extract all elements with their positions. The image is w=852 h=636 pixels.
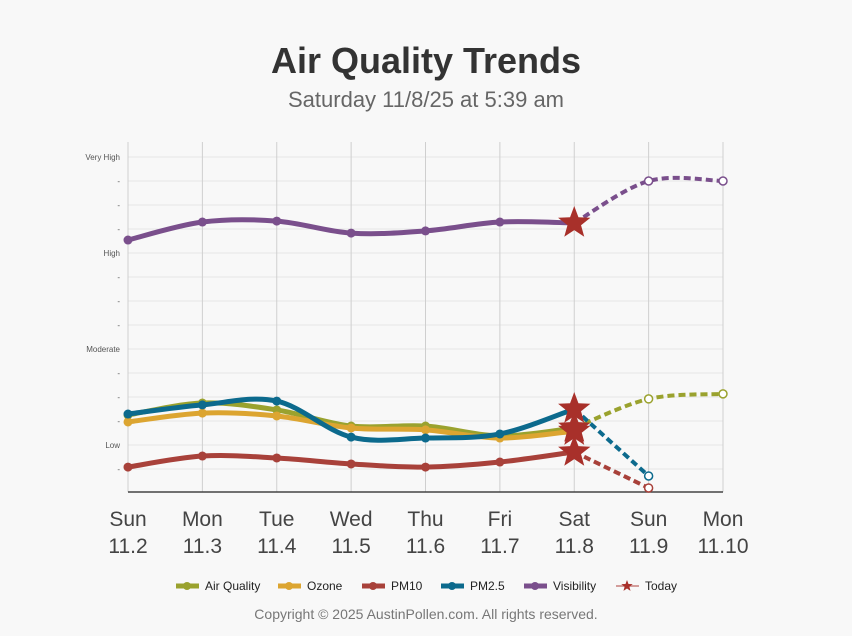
data-point bbox=[495, 457, 505, 467]
x-tick-label: Sun bbox=[109, 508, 146, 531]
data-point bbox=[123, 409, 133, 419]
x-tick-label: 11.7 bbox=[480, 535, 519, 558]
legend-marker bbox=[531, 582, 539, 590]
data-point bbox=[346, 228, 356, 238]
x-tick-label: Mon bbox=[703, 508, 744, 531]
x-tick-label: 11.6 bbox=[406, 535, 445, 558]
y-tick-label: - bbox=[117, 177, 120, 186]
data-point bbox=[197, 451, 207, 461]
today-star bbox=[558, 206, 591, 237]
x-tick-label: 11.2 bbox=[108, 535, 147, 558]
x-tick-label: Wed bbox=[330, 508, 373, 531]
forecast-point bbox=[718, 389, 728, 399]
data-point bbox=[272, 411, 282, 421]
legend-label: Ozone bbox=[307, 579, 343, 593]
data-point bbox=[123, 462, 133, 472]
forecast-point bbox=[718, 176, 728, 186]
data-point bbox=[197, 400, 207, 410]
data-point bbox=[123, 235, 133, 245]
data-point bbox=[123, 417, 133, 427]
y-tick-label: - bbox=[117, 297, 120, 306]
data-point bbox=[421, 433, 430, 443]
data-point bbox=[346, 423, 356, 433]
y-tick-label: High bbox=[104, 249, 120, 258]
page-subtitle: Saturday 11/8/25 at 5:39 am bbox=[288, 87, 564, 112]
x-tick-label: 11.3 bbox=[183, 535, 222, 558]
x-tick-label: Fri bbox=[488, 508, 513, 531]
y-tick-label: Moderate bbox=[86, 345, 120, 354]
forecast-point bbox=[643, 176, 654, 186]
x-tick-label: 11.10 bbox=[698, 535, 749, 558]
legend-star-icon bbox=[621, 580, 633, 591]
y-tick-label: - bbox=[117, 465, 120, 474]
data-point bbox=[346, 432, 356, 442]
data-point bbox=[346, 459, 356, 469]
legend-label: Today bbox=[645, 579, 677, 593]
x-tick-label: Mon bbox=[182, 508, 223, 531]
data-point bbox=[272, 453, 282, 463]
legend-marker bbox=[285, 582, 293, 590]
legend-label: PM10 bbox=[391, 579, 423, 593]
y-tick-label: - bbox=[117, 273, 120, 282]
legend-label: PM2.5 bbox=[470, 579, 505, 593]
x-tick-label: Thu bbox=[407, 508, 443, 531]
x-tick-label: Tue bbox=[259, 508, 294, 531]
series-forecast-PM2.5 bbox=[572, 407, 650, 478]
today-star bbox=[558, 414, 591, 445]
y-tick-label: - bbox=[117, 321, 120, 330]
x-tick-label: Sat bbox=[558, 508, 590, 531]
x-tick-label: 11.8 bbox=[555, 535, 594, 558]
legend-label: Visibility bbox=[553, 579, 596, 593]
today-star bbox=[558, 392, 591, 423]
legend-marker bbox=[183, 582, 191, 590]
y-tick-label: - bbox=[117, 201, 120, 210]
x-tick-label: 11.4 bbox=[257, 535, 297, 558]
today-star bbox=[558, 434, 591, 466]
data-point bbox=[421, 425, 430, 435]
legend-marker bbox=[448, 582, 456, 590]
page-title: Air Quality Trends bbox=[270, 40, 582, 81]
y-tick-label: Very High bbox=[85, 153, 120, 162]
forecast-point bbox=[643, 394, 654, 404]
copyright: Copyright © 2025 AustinPollen.com. All r… bbox=[254, 606, 598, 622]
data-point bbox=[495, 429, 505, 439]
y-tick-label: - bbox=[117, 393, 120, 402]
y-tick-label: - bbox=[117, 369, 120, 378]
data-point bbox=[197, 408, 207, 418]
forecast-point bbox=[643, 483, 654, 493]
legend-label: Air Quality bbox=[205, 579, 260, 593]
forecast-point bbox=[643, 471, 654, 481]
x-tick-label: 11.5 bbox=[331, 535, 370, 558]
series-forecast-PM10 bbox=[573, 450, 650, 490]
data-point bbox=[272, 396, 282, 406]
y-tick-label: Low bbox=[105, 441, 120, 450]
y-tick-label: - bbox=[117, 225, 120, 234]
y-tick-label: - bbox=[117, 417, 120, 426]
data-point bbox=[421, 462, 430, 472]
x-tick-label: Sun bbox=[630, 508, 667, 531]
data-point bbox=[197, 217, 207, 227]
data-point bbox=[421, 226, 430, 236]
x-tick-label: 11.9 bbox=[629, 535, 668, 558]
data-point bbox=[272, 216, 282, 226]
legend-marker bbox=[369, 582, 377, 590]
data-point bbox=[495, 217, 505, 227]
